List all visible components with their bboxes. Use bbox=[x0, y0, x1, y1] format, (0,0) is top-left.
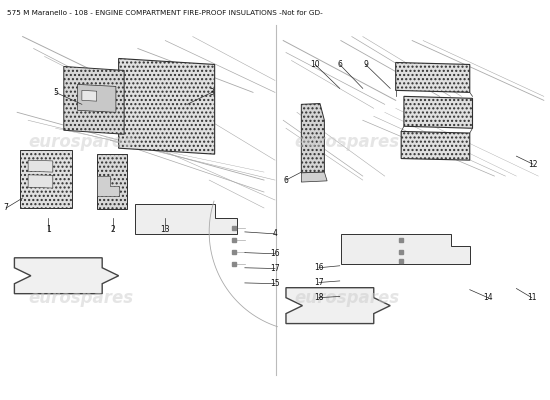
Text: 17: 17 bbox=[314, 278, 324, 287]
Text: eurospares: eurospares bbox=[294, 289, 399, 307]
Text: 10: 10 bbox=[310, 60, 320, 69]
Polygon shape bbox=[404, 96, 472, 128]
Polygon shape bbox=[20, 150, 72, 208]
Text: 17: 17 bbox=[270, 264, 280, 273]
Polygon shape bbox=[135, 204, 236, 234]
Text: 9: 9 bbox=[363, 60, 368, 69]
Polygon shape bbox=[64, 66, 124, 134]
Text: 14: 14 bbox=[483, 293, 493, 302]
Text: 6: 6 bbox=[337, 60, 342, 69]
Text: 13: 13 bbox=[161, 225, 170, 234]
Polygon shape bbox=[97, 154, 127, 209]
Text: 12: 12 bbox=[528, 160, 537, 169]
Text: eurospares: eurospares bbox=[28, 289, 133, 307]
Polygon shape bbox=[395, 62, 470, 92]
Text: 575 M Maranello - 108 - ENGINE COMPARTMENT FIRE-PROOF INSULATIONS -Not for GD-: 575 M Maranello - 108 - ENGINE COMPARTME… bbox=[7, 10, 323, 16]
Text: 3: 3 bbox=[210, 88, 215, 97]
Text: 7: 7 bbox=[4, 204, 9, 212]
Text: 1: 1 bbox=[46, 225, 51, 234]
Text: 5: 5 bbox=[53, 88, 58, 97]
Polygon shape bbox=[301, 172, 327, 182]
Text: 16: 16 bbox=[314, 263, 324, 272]
Polygon shape bbox=[97, 176, 119, 196]
Text: eurospares: eurospares bbox=[294, 133, 399, 151]
Polygon shape bbox=[119, 58, 214, 154]
Text: eurospares: eurospares bbox=[28, 133, 133, 151]
Text: 16: 16 bbox=[270, 249, 280, 258]
Polygon shape bbox=[341, 234, 470, 264]
Text: 6: 6 bbox=[284, 176, 288, 184]
Text: 2: 2 bbox=[111, 225, 116, 234]
Text: 11: 11 bbox=[527, 293, 536, 302]
Polygon shape bbox=[78, 84, 116, 112]
Text: 18: 18 bbox=[314, 293, 323, 302]
Text: 4: 4 bbox=[273, 229, 277, 238]
Polygon shape bbox=[286, 288, 390, 324]
Polygon shape bbox=[82, 90, 97, 101]
Polygon shape bbox=[14, 258, 119, 294]
Polygon shape bbox=[401, 132, 470, 160]
Polygon shape bbox=[301, 104, 324, 173]
Polygon shape bbox=[28, 175, 53, 188]
Polygon shape bbox=[28, 160, 53, 172]
Text: 15: 15 bbox=[270, 279, 280, 288]
